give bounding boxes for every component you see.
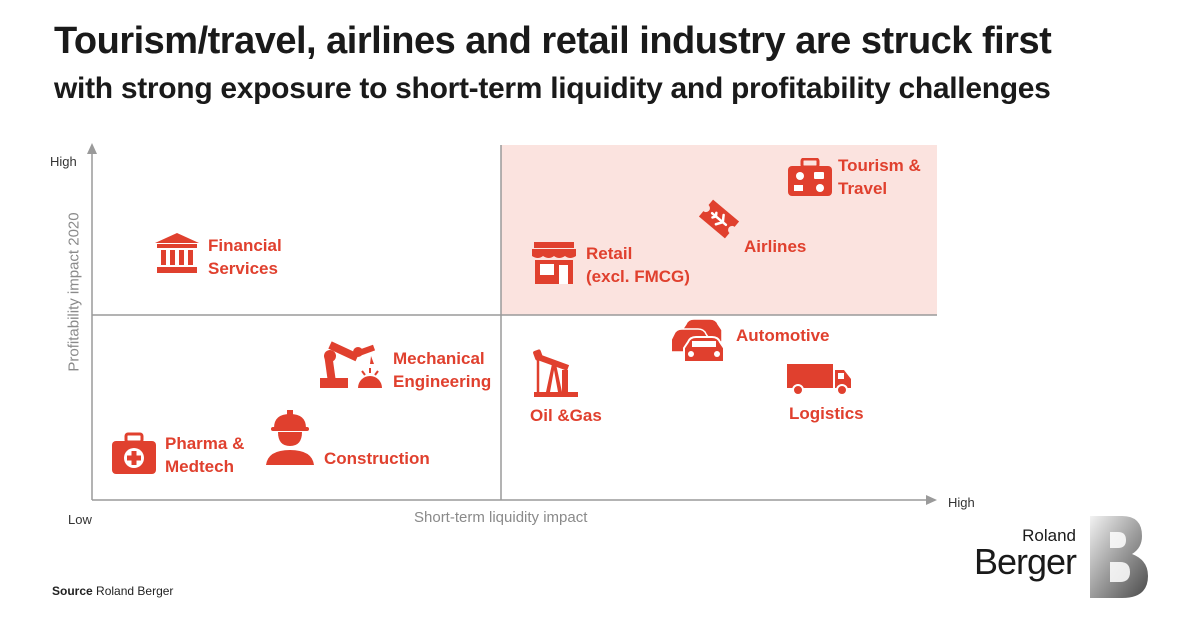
construction-worker-icon — [266, 410, 314, 465]
plane-ticket-icon — [698, 199, 740, 239]
truck-icon — [787, 364, 851, 396]
storefront-icon — [532, 242, 576, 284]
mechanical-engineering-label: Mechanical Engineering — [393, 347, 491, 393]
retail-label-line2: (excl. FMCG) — [586, 267, 690, 286]
logistics-label: Logistics — [789, 404, 864, 423]
cars-icon — [672, 318, 725, 363]
source-label: Source — [52, 584, 93, 598]
robot-arm-icon — [320, 341, 382, 388]
logo-line1: Roland — [1022, 526, 1076, 545]
airlines-label: Airlines — [744, 237, 807, 256]
x-axis-high-label: High — [948, 495, 975, 510]
page-title: Tourism/travel, airlines and retail indu… — [54, 20, 1052, 62]
y-axis-title: Profitability impact 2020 — [65, 212, 83, 372]
x-axis-arrow — [926, 495, 937, 505]
page-subtitle: with strong exposure to short-term liqui… — [54, 72, 1051, 105]
x-axis-title: Short-term liquidity impact — [414, 509, 588, 526]
tourism-travel-label: Tourism & Travel — [838, 154, 921, 200]
y-axis-high-label: High — [50, 154, 77, 169]
bank-icon — [155, 233, 199, 273]
suitcase-icon — [788, 158, 832, 196]
construction-label: Construction — [324, 449, 430, 468]
medical-case-icon — [112, 432, 156, 474]
x-axis-low-label: Low — [68, 512, 92, 527]
y-axis-arrow — [87, 143, 97, 154]
source-value: Roland Berger — [96, 584, 174, 598]
oil-pump-icon — [533, 349, 578, 397]
financial-label-line1: Financial — [208, 236, 282, 255]
automotive-label: Automotive — [736, 326, 830, 345]
pharma-label-line1: Pharma & — [165, 434, 245, 453]
roland-berger-logo-mark — [1090, 516, 1148, 598]
retail-label: Retail (excl. FMCG) — [586, 242, 690, 288]
logo-line2: Berger — [973, 541, 1077, 582]
pharma-label-line2: Medtech — [165, 457, 234, 476]
financial-label-line2: Services — [208, 259, 278, 278]
financial-services-label: Financial Services — [208, 234, 282, 280]
retail-label-line1: Retail — [586, 244, 633, 263]
pharma-medtech-label: Pharma & Medtech — [165, 432, 244, 478]
oil-gas-label: Oil &Gas — [530, 406, 602, 425]
mechanical-label-line1: Mechanical — [393, 349, 485, 368]
tourism-label-line2: Travel — [838, 179, 888, 198]
source-note: Source Roland Berger — [52, 584, 173, 598]
tourism-label-line1: Tourism & — [838, 156, 921, 175]
roland-berger-logo-text: Roland Berger — [973, 526, 1077, 582]
mechanical-label-line2: Engineering — [393, 372, 492, 391]
